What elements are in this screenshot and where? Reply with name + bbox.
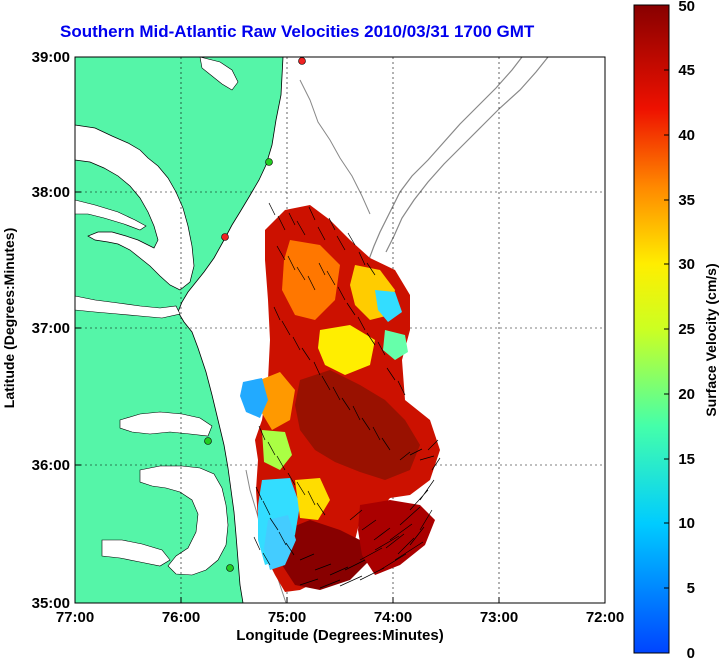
depth-contour-outer bbox=[385, 57, 549, 253]
plot-frame bbox=[74, 56, 606, 604]
x-tick-label: 76:00 bbox=[162, 609, 200, 626]
axis-ticks bbox=[74, 56, 606, 604]
station-marker bbox=[204, 437, 212, 445]
stations bbox=[204, 57, 306, 572]
albemarle-sound bbox=[119, 411, 213, 437]
station-marker bbox=[226, 564, 234, 572]
colorbar bbox=[633, 4, 670, 654]
colorbar-label: Surface Velocity (cm/s) bbox=[703, 263, 719, 416]
velocity-arrows bbox=[253, 202, 441, 589]
y-tick-label: 39:00 bbox=[32, 49, 70, 66]
potomac-river bbox=[75, 199, 147, 231]
depth-contour-inner bbox=[367, 57, 523, 263]
y-tick-label: 38:00 bbox=[32, 184, 70, 201]
x-tick-label: 73:00 bbox=[480, 609, 518, 626]
colorbar-tick-label: 25 bbox=[678, 321, 695, 338]
chesapeake-bay bbox=[75, 124, 195, 291]
colorbar-tick-label: 50 bbox=[678, 0, 695, 15]
y-tick-label: 37:00 bbox=[32, 320, 70, 337]
map-layers bbox=[75, 57, 605, 603]
x-tick-label: 77:00 bbox=[56, 609, 94, 626]
station-marker bbox=[298, 57, 306, 65]
james-river bbox=[75, 295, 181, 319]
pamlico-sound bbox=[139, 465, 229, 576]
colorbar-tick-label: 15 bbox=[678, 451, 695, 468]
x-tick-label: 75:00 bbox=[268, 609, 306, 626]
colorbar-tick-label: 45 bbox=[678, 62, 695, 79]
colorbar-tick-label: 30 bbox=[678, 256, 695, 273]
y-tick-label: 36:00 bbox=[32, 457, 70, 474]
neuse-river bbox=[101, 539, 171, 567]
x-axis-label: Longitude (Degrees:Minutes) bbox=[236, 627, 444, 644]
station-marker bbox=[265, 158, 273, 166]
y-tick-label: 35:00 bbox=[32, 595, 70, 612]
delaware-bay bbox=[199, 57, 239, 91]
map-title: Southern Mid-Atlantic Raw Velocities 201… bbox=[60, 22, 535, 41]
x-tick-label: 74:00 bbox=[374, 609, 412, 626]
colorbar-ticks bbox=[664, 69, 669, 589]
depth-contour-shelf bbox=[299, 79, 371, 215]
colorbar-tick-label: 0 bbox=[687, 645, 695, 659]
colorbar-tick-label: 35 bbox=[678, 192, 695, 209]
x-tick-label: 72:00 bbox=[586, 609, 624, 626]
colorbar-tick-label: 5 bbox=[687, 580, 695, 597]
colorbar-tick-label: 20 bbox=[678, 386, 695, 403]
colorbar-tick-label: 10 bbox=[678, 515, 695, 532]
velocity-field bbox=[240, 205, 440, 592]
colorbar-tick-label: 40 bbox=[678, 127, 695, 144]
station-marker bbox=[221, 233, 229, 241]
y-axis-label: Latitude (Degrees:Minutes) bbox=[1, 228, 17, 408]
